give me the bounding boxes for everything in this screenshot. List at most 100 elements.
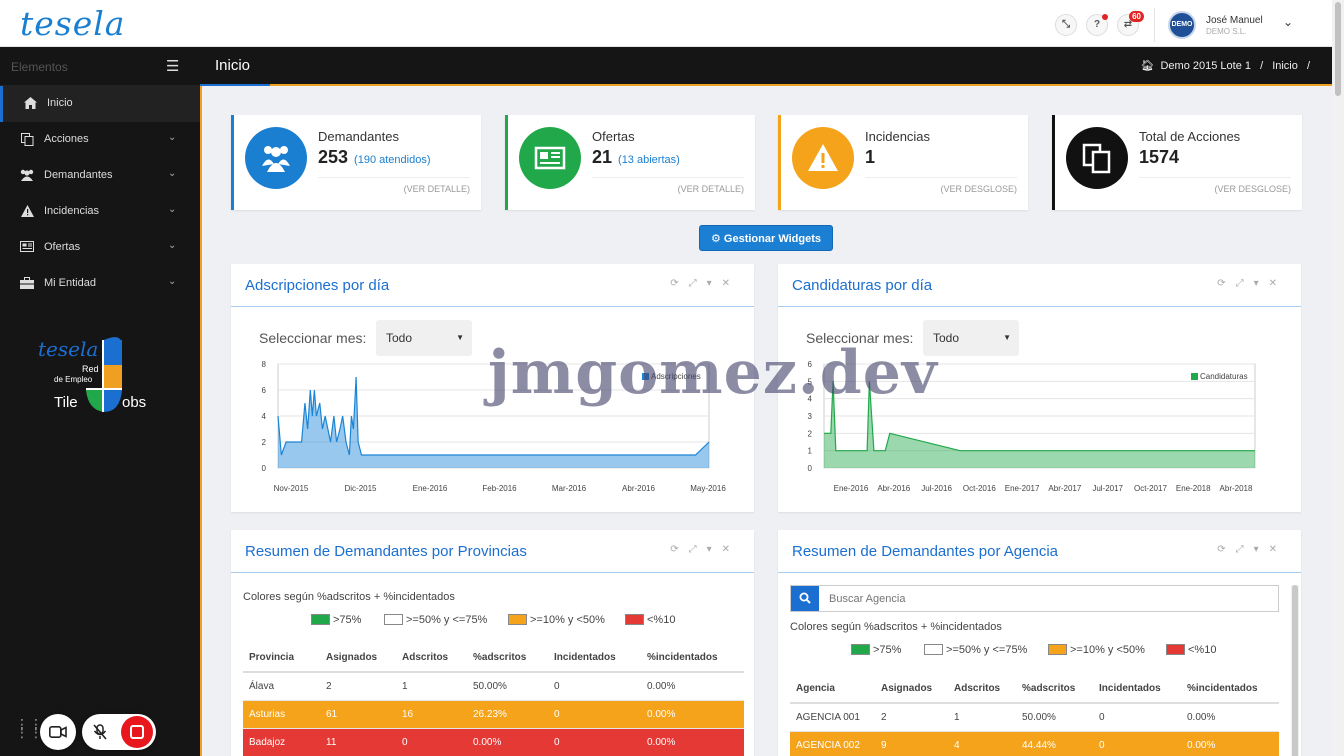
stat-more-link[interactable]: (VER DESGLOSE)	[940, 184, 1017, 194]
breadcrumb-item[interactable]: Inicio	[1272, 60, 1298, 72]
x-tick-label: Feb-2016	[482, 484, 517, 493]
legend-swatch	[924, 644, 943, 655]
y-tick-label: 8	[262, 360, 267, 369]
sidebar-item-inicio[interactable]: Inicio	[0, 86, 200, 122]
table-row[interactable]: Badajoz 11 0 0.00% 0 0.00%	[243, 728, 744, 756]
sidebar-item-demandantes[interactable]: Demandantes ⌄	[0, 158, 200, 194]
panel-title: Resumen de Demandantes por Agencia	[792, 543, 1059, 560]
column-header[interactable]: %incidentados	[1181, 675, 1279, 704]
app-logo[interactable]: tesela	[20, 4, 126, 43]
refresh-icon[interactable]: ⟳	[670, 278, 689, 289]
camera-button[interactable]	[40, 714, 76, 750]
refresh-icon[interactable]: ⟳	[670, 544, 689, 555]
adscripciones-chart: 0 2 4 6 8 Nov-2015 Dic-2015 Ene-2016 Feb-2016 Mar…	[262, 360, 727, 493]
sidebar-item-incidencias[interactable]: Incidencias ⌄	[0, 194, 200, 230]
column-header[interactable]: Asignados	[320, 644, 396, 673]
column-header[interactable]: Adscritos	[396, 644, 467, 673]
panel-divider	[231, 306, 754, 307]
close-icon[interactable]: ✕	[721, 544, 740, 555]
chevron-down-icon: ⌄	[168, 204, 177, 215]
panel-adscripciones: Adscripciones por día ⟳⤢▾✕ Seleccionar m…	[231, 264, 754, 512]
home-icon[interactable]: 🏠︎	[1140, 60, 1155, 72]
expand-icon[interactable]: ⤢	[688, 544, 707, 555]
stat-more-link[interactable]: (VER DESGLOSE)	[1214, 184, 1291, 194]
collapse-icon[interactable]: ▾	[1253, 278, 1269, 289]
collapse-icon[interactable]: ▾	[1253, 544, 1269, 555]
table-row[interactable]: Álava 2 1 50.00% 0 0.00%	[243, 672, 744, 701]
refresh-icon[interactable]: ⟳	[1217, 278, 1236, 289]
column-header[interactable]: Asignados	[875, 675, 948, 704]
table-cell: 16	[396, 700, 467, 729]
column-header[interactable]: Adscritos	[948, 675, 1016, 704]
series-line	[824, 381, 1255, 452]
fullscreen-icon[interactable]: ⤡	[1055, 14, 1077, 36]
x-tick-label: Dic-2015	[344, 484, 377, 493]
column-header[interactable]: Agencia	[790, 675, 875, 704]
table-cell: 4	[948, 731, 1016, 756]
manage-widgets-button[interactable]: ⚙ Gestionar Widgets	[699, 225, 833, 251]
refresh-icon[interactable]: ⟳	[1217, 544, 1236, 555]
scrollbar-thumb[interactable]	[1292, 585, 1298, 756]
table-cell: 0.00%	[1181, 731, 1279, 756]
notifications-button[interactable]: ⇄ 60	[1117, 11, 1144, 36]
close-icon[interactable]: ✕	[1268, 544, 1287, 555]
legend-item: >=10% y <50%	[1048, 644, 1145, 656]
y-tick-label: 0	[262, 464, 267, 473]
panel-title: Candidaturas por día	[792, 277, 933, 294]
search-icon[interactable]	[791, 586, 819, 611]
column-header[interactable]: %adscritos	[1016, 675, 1093, 704]
table-row[interactable]: Asturias 61 16 26.23% 0 0.00%	[243, 700, 744, 729]
column-header[interactable]: Incidentados	[1093, 675, 1181, 704]
help-button[interactable]: ?	[1086, 14, 1108, 36]
avatar[interactable]: DEMO	[1168, 11, 1196, 39]
stat-sub[interactable]: (13 abiertas)	[618, 154, 680, 166]
scrollbar-thumb[interactable]	[1335, 2, 1341, 96]
table-row[interactable]: AGENCIA 002 9 4 44.44% 0 0.00%	[790, 731, 1279, 756]
legend-item: <%10	[625, 614, 675, 626]
x-tick-label: Abr-2017	[1048, 484, 1081, 493]
sidebar-item-mi-entidad[interactable]: Mi Entidad ⌄	[0, 266, 200, 302]
page-scrollbar[interactable]	[1332, 0, 1344, 756]
user-name[interactable]: José Manuel	[1206, 15, 1263, 26]
camera-icon	[49, 726, 67, 738]
chevron-down-icon[interactable]: ⌄	[1283, 15, 1294, 29]
y-tick-label: 5	[808, 377, 813, 386]
sidebar-item-label: Acciones	[44, 133, 89, 145]
series-area	[278, 377, 709, 468]
table-cell: Asturias	[243, 700, 320, 729]
collapse-icon[interactable]: ▾	[706, 544, 722, 555]
sidebar-item-acciones[interactable]: Acciones ⌄	[0, 122, 200, 158]
chevron-down-icon: ⌄	[168, 168, 177, 179]
stat-more-link[interactable]: (VER DETALLE)	[403, 184, 470, 194]
sidebar-item-ofertas[interactable]: Ofertas ⌄	[0, 230, 200, 266]
stop-recording-button[interactable]	[121, 716, 153, 748]
search-input[interactable]	[819, 586, 1278, 611]
drag-handle-icon[interactable]: ⋮⋮ ⋮⋮	[15, 716, 43, 740]
x-tick-label: Ene-2016	[413, 484, 448, 493]
expand-icon[interactable]: ⤢	[688, 278, 707, 289]
select-month[interactable]: Todo ▼	[376, 320, 472, 356]
panel-title: Adscripciones por día	[245, 277, 390, 294]
menu-toggle-icon[interactable]: ☰	[166, 58, 180, 75]
table-row[interactable]: AGENCIA 001 2 1 50.00% 0 0.00%	[790, 703, 1279, 732]
stat-more-link[interactable]: (VER DETALLE)	[677, 184, 744, 194]
expand-icon[interactable]: ⤢	[1235, 278, 1254, 289]
column-header[interactable]: Incidentados	[548, 644, 641, 673]
close-icon[interactable]: ✕	[721, 278, 740, 289]
table-scrollbar[interactable]	[1291, 585, 1299, 756]
user-org: DEMO S.L.	[1206, 27, 1247, 36]
column-header[interactable]: Provincia	[243, 644, 320, 673]
stat-sub[interactable]: (190 atendidos)	[354, 154, 431, 166]
collapse-icon[interactable]: ▾	[706, 278, 722, 289]
column-header[interactable]: %adscritos	[467, 644, 548, 673]
breadcrumb-item[interactable]: Demo 2015 Lote 1	[1160, 60, 1251, 72]
column-header[interactable]: %incidentados	[641, 644, 744, 673]
y-tick-label: 0	[808, 464, 813, 473]
help-icon: ?	[1093, 19, 1101, 30]
close-icon[interactable]: ✕	[1268, 278, 1287, 289]
select-month[interactable]: Todo ▼	[923, 320, 1019, 356]
expand-icon[interactable]: ⤢	[1235, 544, 1254, 555]
mic-off-icon[interactable]	[93, 724, 107, 740]
stat-card-acciones: Total de Acciones 1574 (VER DESGLOSE)	[1052, 115, 1302, 210]
table-cell: 0	[1093, 731, 1181, 756]
